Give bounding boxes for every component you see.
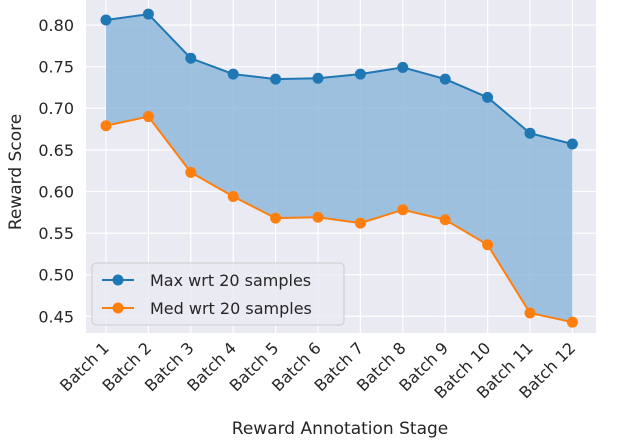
data-point — [439, 214, 451, 226]
data-point — [270, 73, 282, 85]
series-line-0 — [105, 13, 573, 145]
data-point — [354, 217, 366, 229]
legend-marker-med — [112, 302, 124, 314]
y-tick-label: 0.70 — [38, 99, 74, 118]
y-tick-label: 0.75 — [38, 58, 74, 77]
x-axis-label: Reward Annotation Stage — [232, 419, 448, 439]
data-point — [185, 166, 197, 178]
y-tick-label: 0.55 — [38, 224, 74, 243]
data-point — [142, 8, 154, 20]
data-point — [482, 91, 494, 103]
data-point — [566, 316, 578, 328]
legend-label-max: Max wrt 20 samples — [150, 271, 311, 290]
data-point — [524, 307, 536, 319]
data-point — [142, 111, 154, 123]
data-point — [439, 73, 451, 85]
y-tick-label: 0.60 — [38, 182, 74, 201]
legend-marker-max — [112, 274, 124, 286]
data-point — [100, 120, 112, 132]
data-point — [227, 190, 239, 202]
y-tick-labels: 0.45 0.50 0.55 0.60 0.65 0.70 0.75 0.80 — [38, 16, 74, 326]
data-point — [270, 212, 282, 224]
data-point — [397, 204, 409, 216]
y-tick-label: 0.45 — [38, 307, 74, 326]
data-point — [185, 52, 197, 64]
series-line-1 — [105, 115, 573, 324]
data-point — [397, 61, 409, 73]
data-point — [100, 14, 112, 26]
data-point — [312, 211, 324, 223]
y-axis-label: Reward Score — [6, 114, 26, 230]
data-point — [227, 68, 239, 80]
series-layer — [100, 8, 578, 328]
data-point — [566, 138, 578, 150]
legend-label-med: Med wrt 20 samples — [150, 299, 312, 318]
y-tick-label: 0.80 — [38, 16, 74, 35]
data-point — [354, 68, 366, 80]
y-tick-label: 0.65 — [38, 141, 74, 160]
data-point — [524, 127, 536, 139]
y-tick-label: 0.50 — [38, 266, 74, 285]
fill-between-band — [106, 14, 573, 323]
legend: Max wrt 20 samples Med wrt 20 samples — [91, 262, 345, 326]
data-point — [312, 72, 324, 84]
data-point — [482, 239, 494, 251]
legend-box — [91, 262, 345, 326]
